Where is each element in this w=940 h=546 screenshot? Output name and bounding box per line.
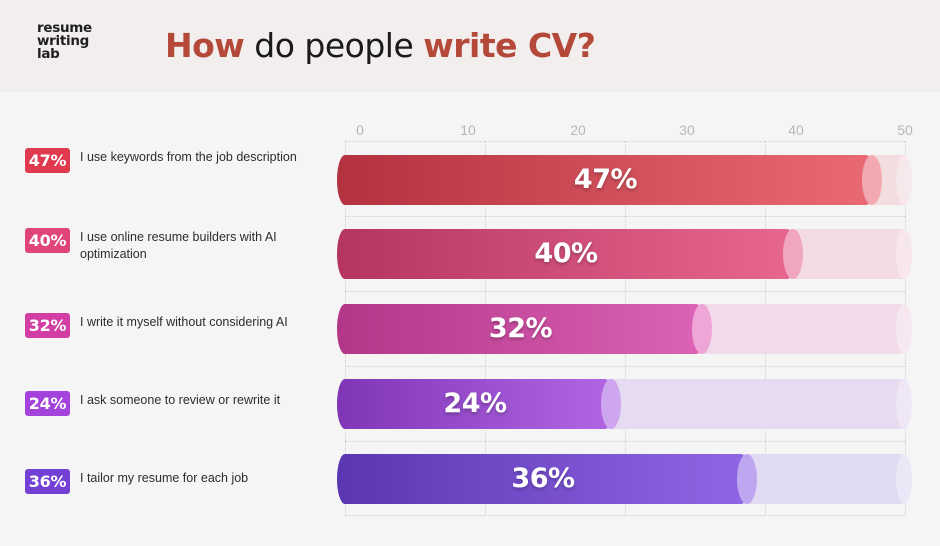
bar-fill	[337, 229, 795, 279]
bar-fill-end-cap	[737, 454, 757, 504]
bar-track: 36%	[337, 454, 912, 504]
title-part-middle: do people	[244, 26, 424, 65]
horizontal-gridline	[345, 515, 905, 516]
bar-track-end-cap	[896, 229, 912, 279]
title-part-write-cv: write CV?	[423, 26, 596, 65]
x-axis-tick-label: 30	[679, 122, 695, 138]
legend-item: 36% I tailor my resume for each job	[25, 469, 315, 494]
title-part-how: How	[165, 26, 245, 65]
horizontal-gridline	[345, 441, 905, 442]
bar-fill-end-cap	[783, 229, 803, 279]
legend-item: 47% I use keywords from the job descripti…	[25, 148, 315, 173]
x-axis-tick-label: 20	[570, 122, 586, 138]
percent-badge: 47%	[25, 148, 70, 173]
legend-item: 32% I write it myself without considering…	[25, 313, 315, 338]
chart-title: How do people write CV?	[165, 26, 596, 65]
bar-value-label: 40%	[534, 238, 598, 269]
bar-fill-end-cap	[601, 379, 621, 429]
bar-track: 40%	[337, 229, 912, 279]
legend-label: I write it myself without considering AI	[80, 315, 288, 329]
bar-track-end-cap	[896, 454, 912, 504]
resume-writing-lab-logo: resume writing lab	[37, 20, 92, 62]
legend-item: 24% I ask someone to review or rewrite it	[25, 391, 315, 416]
horizontal-gridline	[345, 366, 905, 367]
bar-value-label: 36%	[511, 463, 575, 494]
percent-badge: 24%	[25, 391, 70, 416]
x-axis-tick-label: 10	[460, 122, 476, 138]
bar-fill	[337, 379, 613, 429]
percent-badge: 32%	[25, 313, 70, 338]
bar-track: 47%	[337, 155, 912, 205]
x-axis-tick-label: 50	[897, 122, 913, 138]
bar-fill-end-cap	[862, 155, 882, 205]
bar-track-end-cap	[896, 155, 912, 205]
bar-fill	[337, 454, 749, 504]
legend-label: I use keywords from the job description	[80, 150, 297, 164]
logo-line-3: lab	[37, 46, 60, 62]
bar-fill	[337, 155, 874, 205]
legend-label: I tailor my resume for each job	[80, 471, 249, 485]
legend-label: I use online resume builders with AI opt…	[80, 230, 277, 261]
x-axis-tick-label: 40	[788, 122, 804, 138]
bar-fill	[337, 304, 704, 354]
logo-line-2: writing	[37, 33, 90, 49]
logo-line-1: resume	[37, 20, 92, 36]
percent-badge: 40%	[25, 228, 70, 253]
percent-badge: 36%	[25, 469, 70, 494]
bar-fill-end-cap	[692, 304, 712, 354]
bar-track-end-cap	[896, 304, 912, 354]
x-axis-tick-label: 0	[356, 122, 364, 138]
bar-track-end-cap	[896, 379, 912, 429]
horizontal-gridline	[345, 216, 905, 217]
bar-track: 32%	[337, 304, 912, 354]
bar-value-label: 32%	[488, 313, 553, 344]
horizontal-gridline	[345, 141, 905, 142]
bar-value-label: 47%	[573, 164, 638, 195]
header: resume writing lab How do people write C…	[0, 0, 940, 92]
bar-track: 24%	[337, 379, 912, 429]
bar-value-label: 24%	[443, 388, 507, 419]
legend-item: 40% I use online resume builders with AI …	[25, 228, 315, 263]
legend-label: I ask someone to review or rewrite it	[80, 393, 281, 407]
horizontal-gridline	[345, 291, 905, 292]
